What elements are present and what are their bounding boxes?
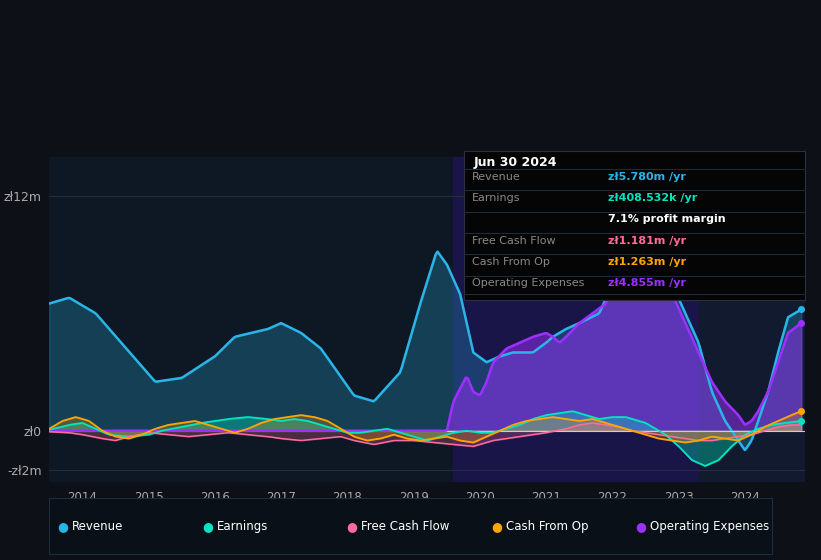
Text: ●: ●: [346, 520, 357, 533]
Bar: [699, 157, 805, 482]
Text: zł4.855m /yr: zł4.855m /yr: [608, 278, 686, 288]
Text: Operating Expenses: Operating Expenses: [472, 278, 585, 288]
Text: ●: ●: [202, 520, 213, 533]
Text: Free Cash Flow: Free Cash Flow: [361, 520, 450, 533]
Text: Earnings: Earnings: [472, 193, 521, 203]
Text: Cash From Op: Cash From Op: [506, 520, 588, 533]
Text: 7.1% profit margin: 7.1% profit margin: [608, 214, 725, 225]
Text: ●: ●: [491, 520, 502, 533]
Text: ●: ●: [57, 520, 68, 533]
Text: zł1.263m /yr: zł1.263m /yr: [608, 257, 686, 267]
Text: Free Cash Flow: Free Cash Flow: [472, 236, 556, 246]
Text: Revenue: Revenue: [472, 172, 521, 182]
Text: zł1.181m /yr: zł1.181m /yr: [608, 236, 686, 246]
Text: Cash From Op: Cash From Op: [472, 257, 550, 267]
Text: ●: ●: [635, 520, 646, 533]
Text: zł5.780m /yr: zł5.780m /yr: [608, 172, 686, 182]
Text: Operating Expenses: Operating Expenses: [650, 520, 769, 533]
Text: Jun 30 2024: Jun 30 2024: [474, 156, 557, 169]
Text: Revenue: Revenue: [72, 520, 124, 533]
Text: Earnings: Earnings: [217, 520, 268, 533]
Bar: [453, 157, 699, 482]
Text: zł408.532k /yr: zł408.532k /yr: [608, 193, 697, 203]
